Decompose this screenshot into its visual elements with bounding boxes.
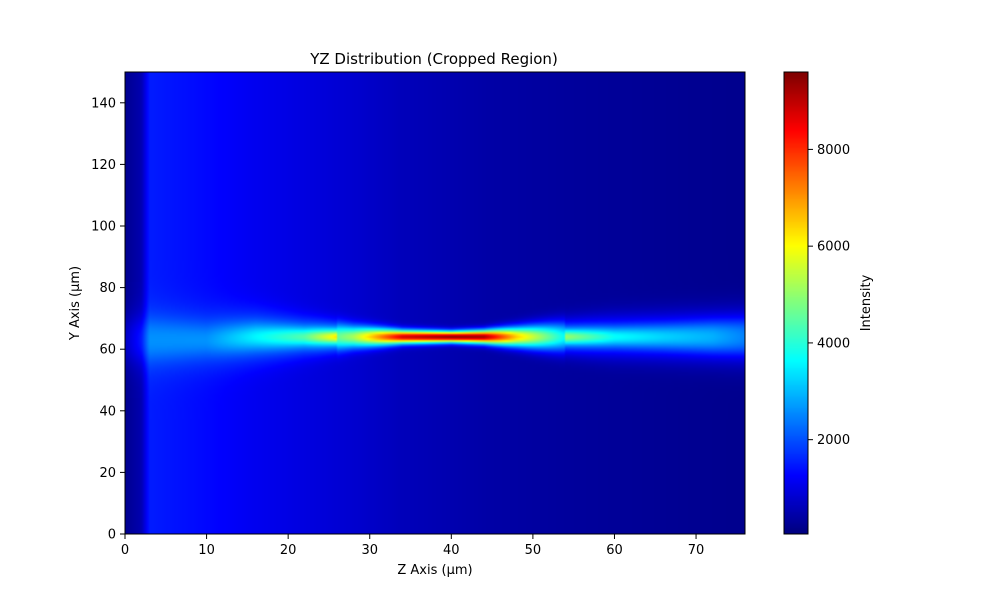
x-tick-label: 10: [198, 543, 215, 558]
colorbar-axis: 2000 4000 6000 8000: [808, 143, 850, 448]
y-tick-label: 120: [91, 158, 116, 173]
plot-frame: [124, 71, 746, 535]
x-tick-label: 60: [606, 543, 623, 558]
chart-title: YZ Distribution (Cropped Region): [309, 50, 558, 68]
colorbar-tick-label: 4000: [817, 336, 850, 351]
x-tick-label: 20: [280, 543, 297, 558]
colorbar-gradient: [784, 72, 808, 534]
y-axis: 0 20 40 60 80 100 120 140: [91, 96, 125, 543]
x-axis: 0 10 20 30 40 50 60 70: [121, 534, 704, 558]
colorbar-frame: [783, 71, 809, 535]
y-tick-label: 0: [108, 528, 116, 543]
colorbar-tick-label: 8000: [817, 143, 850, 158]
colorbar-label: Intensity: [859, 274, 874, 331]
x-tick-label: 70: [688, 543, 705, 558]
y-tick-label: 20: [99, 466, 116, 481]
y-tick-label: 60: [99, 343, 116, 358]
y-axis-label: Y Axis (µm): [68, 266, 83, 341]
y-tick-label: 80: [99, 281, 116, 296]
x-tick-label: 0: [121, 543, 129, 558]
x-tick-label: 50: [525, 543, 542, 558]
y-tick-label: 40: [99, 404, 116, 419]
heatmap-image: [125, 72, 745, 534]
y-tick-label: 140: [91, 96, 116, 111]
heatmap-plot-area: [124, 71, 746, 535]
x-tick-label: 40: [443, 543, 460, 558]
colorbar-tick-label: 6000: [817, 240, 850, 255]
colorbar-tick-label: 2000: [817, 433, 850, 448]
y-tick-label: 100: [91, 220, 116, 235]
x-axis-label: Z Axis (µm): [397, 563, 472, 578]
colorbar: 2000 4000 6000 8000 Intensity: [783, 71, 874, 535]
x-tick-label: 30: [361, 543, 378, 558]
